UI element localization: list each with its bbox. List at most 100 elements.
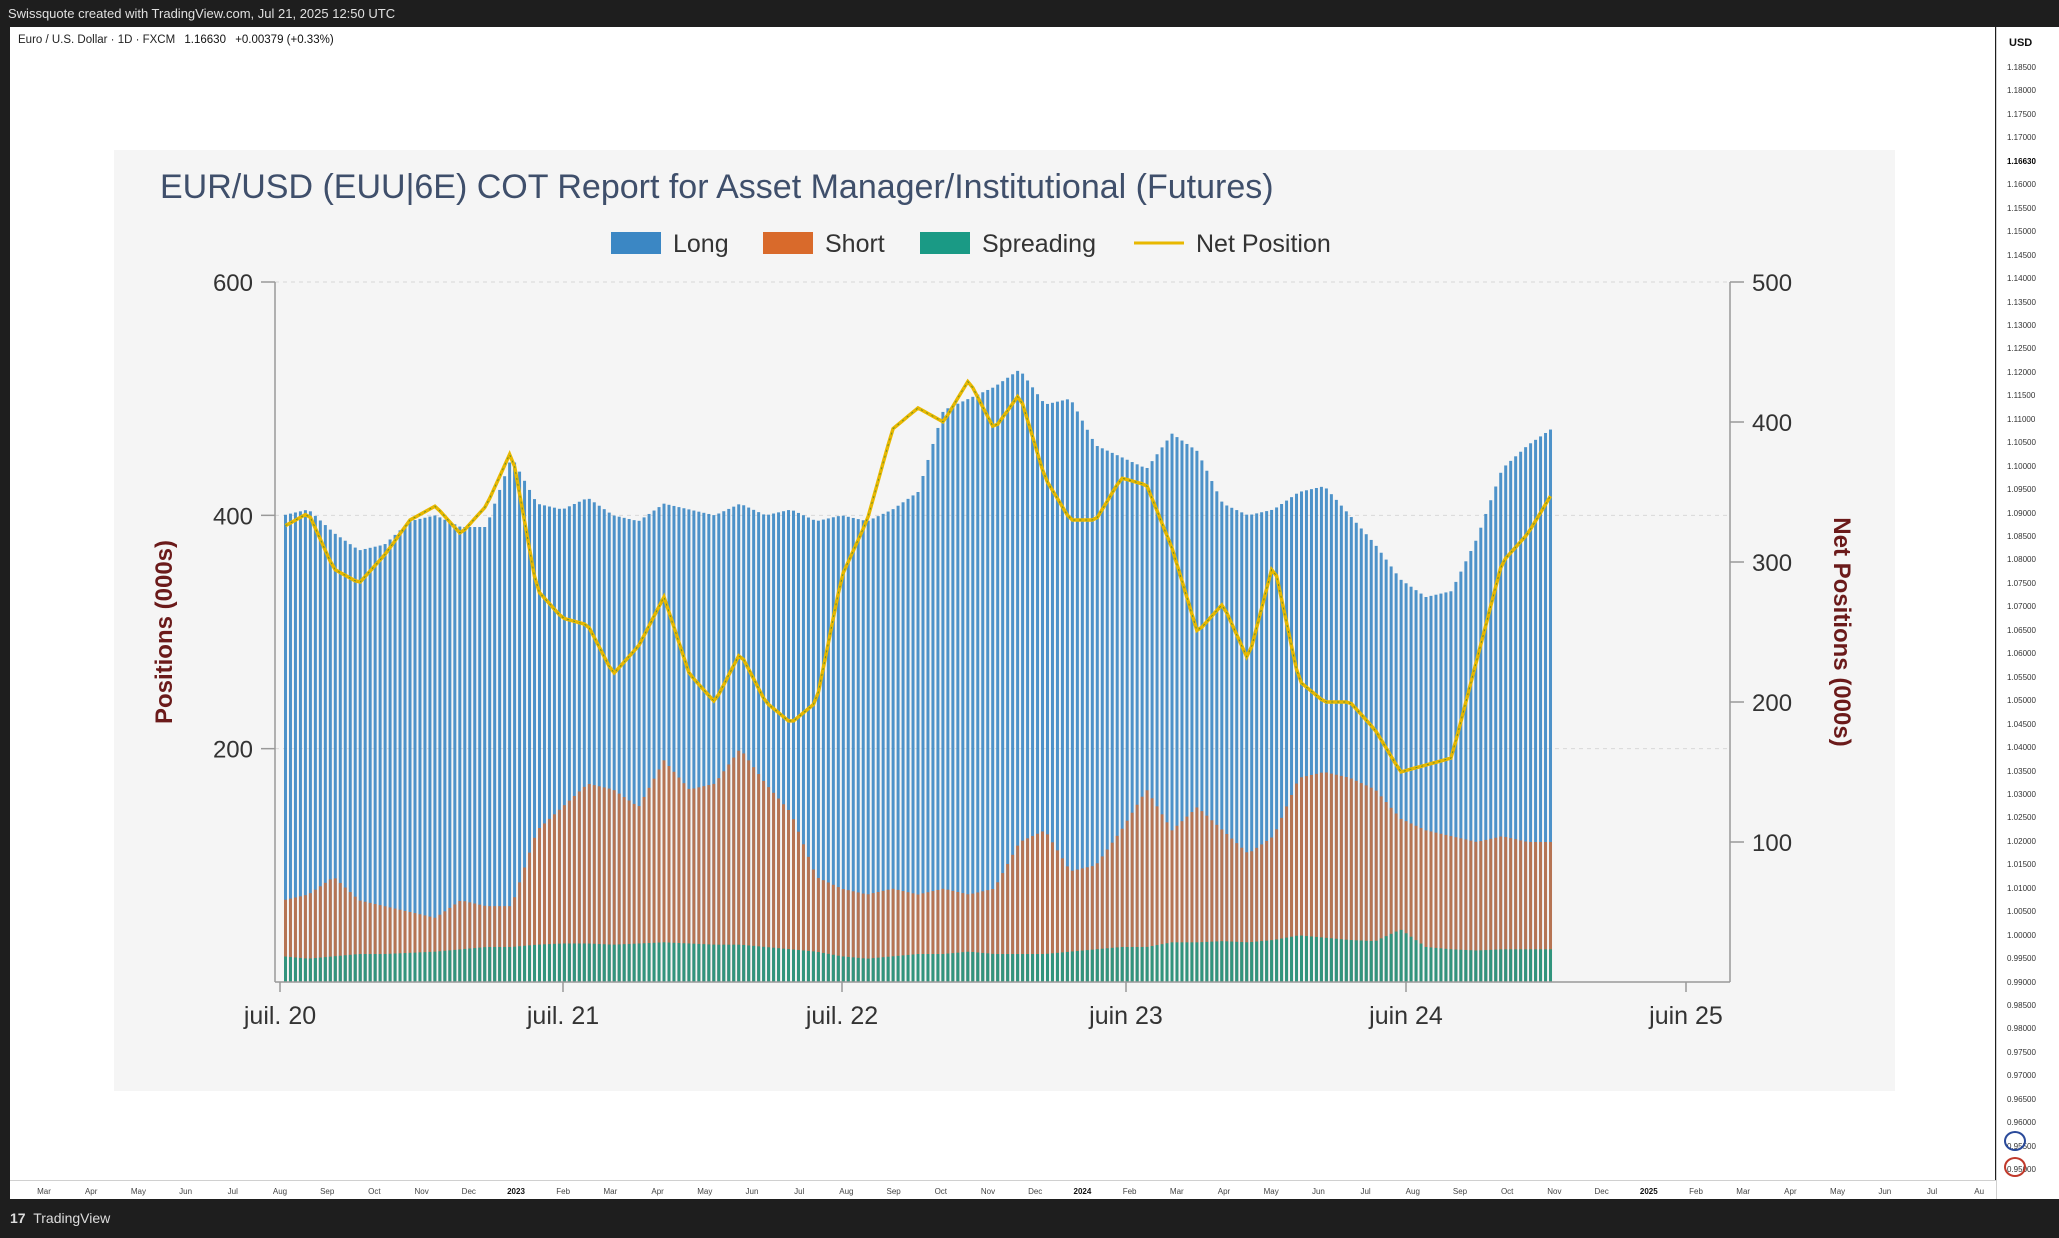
- spreading-bar: [1105, 948, 1109, 982]
- long-bar: [1006, 377, 1010, 982]
- short-bar: [473, 903, 477, 982]
- long-bar: [1474, 540, 1478, 982]
- short-bar: [542, 823, 546, 982]
- spreading-bar: [1050, 953, 1054, 982]
- long-bar: [796, 512, 800, 982]
- short-bar: [1255, 847, 1259, 982]
- short-bar: [687, 788, 691, 982]
- price-tick: 1.18500: [2007, 63, 2036, 72]
- long-bar: [1280, 504, 1284, 982]
- spreading-bar: [801, 950, 805, 982]
- short-bar: [1270, 837, 1274, 982]
- spreading-bar: [792, 949, 795, 982]
- us-flag-icon[interactable]: [2004, 1157, 2026, 1177]
- long-bar: [727, 508, 731, 982]
- short-bar: [901, 891, 905, 982]
- spreading-bar: [433, 951, 437, 982]
- long-bar: [557, 508, 561, 982]
- short-bar: [1374, 790, 1378, 982]
- spreading-bar: [1324, 937, 1328, 982]
- short-bar: [1220, 829, 1224, 982]
- spreading-bar: [378, 954, 382, 982]
- long-bar: [1459, 571, 1463, 982]
- spreading-bar: [383, 953, 387, 982]
- price-tick: 1.13500: [2007, 297, 2036, 307]
- long-bar: [438, 517, 442, 982]
- long-bar: [408, 521, 412, 982]
- spreading-bar: [308, 958, 312, 982]
- short-bar: [1369, 787, 1373, 982]
- price-tick: 1.01500: [2007, 860, 2036, 870]
- long-bar: [1095, 446, 1099, 982]
- spreading-bar: [1085, 950, 1089, 982]
- spreading-bar: [1474, 950, 1478, 982]
- spreading-bar: [1514, 949, 1518, 982]
- spreading-bar: [577, 943, 581, 982]
- short-bar: [1041, 831, 1045, 982]
- globe-flag-icon[interactable]: [2004, 1131, 2026, 1151]
- short-bar: [926, 892, 930, 982]
- long-bar: [1150, 461, 1154, 982]
- short-bar: [1539, 842, 1543, 982]
- short-bar: [493, 906, 497, 982]
- spreading-bar: [333, 956, 337, 982]
- long-bar: [513, 462, 517, 982]
- spreading-bar: [936, 954, 940, 982]
- short-bar: [353, 896, 357, 982]
- short-bar: [627, 800, 631, 982]
- spreading-bar: [602, 944, 606, 982]
- short-bar: [1280, 817, 1284, 982]
- time-axis[interactable]: Mar Apr May Jun Jul Aug Sep Oct Nov Dec 2023 Feb Mar…: [10, 1180, 1996, 1200]
- short-bar: [1170, 830, 1174, 982]
- spreading-bar: [1185, 942, 1189, 982]
- time-tick: Sep: [1452, 1187, 1468, 1196]
- time-tick: Au: [1974, 1187, 1985, 1196]
- short-bar: [1090, 866, 1094, 982]
- short-bar: [1429, 831, 1433, 982]
- spreading-bar: [358, 954, 362, 982]
- long-bar: [398, 530, 402, 982]
- long-bar: [572, 504, 576, 982]
- short-bar: [1309, 774, 1313, 982]
- short-bar: [1001, 873, 1005, 982]
- spreading-bar: [762, 946, 766, 982]
- short-bar: [597, 786, 601, 982]
- short-bar: [1021, 840, 1025, 982]
- spreading-bar: [313, 958, 317, 982]
- price-tick: 0.96500: [2007, 1094, 2036, 1104]
- symbol-info: Euro / U.S. Dollar · 1D · FXCM 1.16630 +…: [18, 34, 334, 46]
- spreading-bar: [423, 952, 427, 982]
- short-bar: [1230, 838, 1234, 982]
- time-tick: Dec: [1594, 1187, 1609, 1196]
- spreading-bar: [796, 950, 800, 982]
- spreading-bar: [1384, 936, 1388, 982]
- spreading-bar: [1399, 929, 1403, 982]
- long-bar: [896, 505, 900, 982]
- spreading-bar: [717, 944, 721, 982]
- spreading-bar: [1544, 949, 1548, 982]
- short-bar: [906, 892, 910, 982]
- spreading-bar: [921, 954, 925, 982]
- price-axis[interactable]: USD 1.18500 1.18000 1.17500 1.17000 1.16630 1…: [1996, 27, 2059, 1199]
- time-tick: Feb: [1689, 1187, 1703, 1196]
- long-bar: [1080, 420, 1084, 982]
- long-bar: [373, 546, 377, 982]
- long-bar: [1065, 399, 1069, 983]
- short-bar: [363, 901, 367, 982]
- long-bar: [468, 527, 472, 982]
- long-bar: [657, 507, 661, 982]
- spreading-bar: [1344, 939, 1348, 982]
- long-bar: [1404, 583, 1408, 982]
- chart-title: EUR/USD (EUU|6E) COT Report for Asset Ma…: [160, 168, 1274, 206]
- time-tick: Mar: [603, 1187, 618, 1196]
- short-bar: [976, 892, 980, 982]
- long-bar: [433, 515, 437, 982]
- long-bar: [916, 492, 920, 982]
- long-bar: [951, 405, 955, 982]
- short-bar: [378, 905, 382, 982]
- long-bar: [493, 503, 497, 982]
- short-bar: [796, 831, 800, 982]
- short-bar: [787, 809, 791, 982]
- long-bar: [886, 511, 890, 982]
- long-bar: [1175, 437, 1179, 983]
